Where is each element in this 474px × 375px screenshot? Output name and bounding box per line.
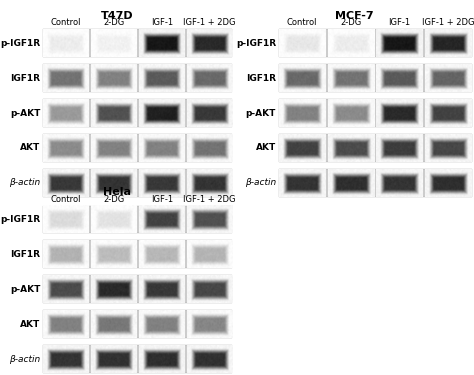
Text: β-actin: β-actin [9,178,41,188]
Text: IGF-1: IGF-1 [151,18,173,27]
FancyBboxPatch shape [43,99,232,127]
Text: Control: Control [51,18,82,27]
Text: IGF1R: IGF1R [10,250,41,259]
Text: AKT: AKT [256,144,276,153]
Text: T47D: T47D [101,10,134,21]
Text: p-AKT: p-AKT [10,108,41,117]
Text: p-AKT: p-AKT [246,108,276,117]
Text: IGF1R: IGF1R [246,74,276,82]
Text: 2-DG: 2-DG [103,195,125,204]
FancyBboxPatch shape [43,345,232,373]
FancyBboxPatch shape [279,29,472,57]
Text: p-IGF1R: p-IGF1R [0,39,41,48]
Text: Hela: Hela [103,187,131,197]
Text: Control: Control [287,18,317,27]
FancyBboxPatch shape [43,64,232,92]
FancyBboxPatch shape [279,134,472,162]
Text: 2-DG: 2-DG [340,18,362,27]
FancyBboxPatch shape [43,240,232,268]
Text: 2-DG: 2-DG [103,18,125,27]
Text: p-IGF1R: p-IGF1R [0,215,41,224]
FancyBboxPatch shape [43,169,232,197]
Text: AKT: AKT [20,144,41,153]
FancyBboxPatch shape [43,134,232,162]
Text: β-actin: β-actin [9,355,41,364]
FancyBboxPatch shape [43,275,232,303]
FancyBboxPatch shape [43,206,232,233]
Text: IGF1R: IGF1R [10,74,41,82]
Text: p-IGF1R: p-IGF1R [236,39,276,48]
FancyBboxPatch shape [279,64,472,92]
FancyBboxPatch shape [279,169,472,197]
FancyBboxPatch shape [43,310,232,338]
Text: Control: Control [51,195,82,204]
Text: p-AKT: p-AKT [10,285,41,294]
Text: IGF-1 + 2DG: IGF-1 + 2DG [183,195,236,204]
Text: IGF-1: IGF-1 [151,195,173,204]
Text: IGF-1 + 2DG: IGF-1 + 2DG [422,18,474,27]
Text: IGF-1 + 2DG: IGF-1 + 2DG [183,18,236,27]
Text: MCF-7: MCF-7 [335,10,374,21]
Text: AKT: AKT [20,320,41,329]
FancyBboxPatch shape [279,99,472,127]
Text: β-actin: β-actin [245,178,276,188]
Text: IGF-1: IGF-1 [389,18,410,27]
FancyBboxPatch shape [43,29,232,57]
